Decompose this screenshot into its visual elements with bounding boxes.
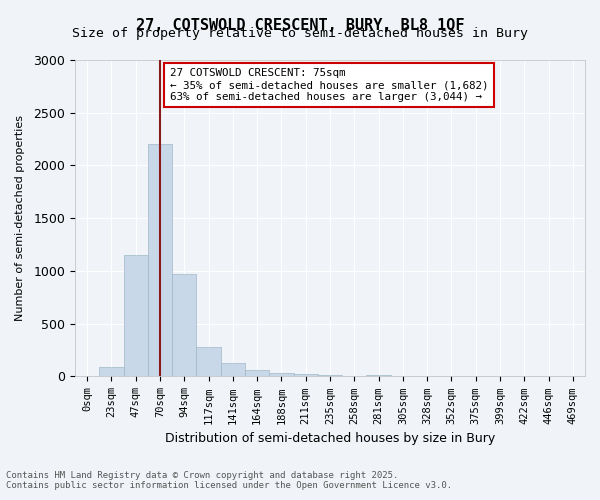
Text: Size of property relative to semi-detached houses in Bury: Size of property relative to semi-detach… <box>72 28 528 40</box>
Bar <box>269 373 293 376</box>
Bar <box>293 374 318 376</box>
Bar <box>99 367 124 376</box>
Bar <box>196 347 221 376</box>
Text: 27, COTSWOLD CRESCENT, BURY, BL8 1QF: 27, COTSWOLD CRESCENT, BURY, BL8 1QF <box>136 18 464 32</box>
Bar <box>221 362 245 376</box>
Bar <box>367 374 391 376</box>
Bar <box>245 370 269 376</box>
Text: Contains HM Land Registry data © Crown copyright and database right 2025.
Contai: Contains HM Land Registry data © Crown c… <box>6 470 452 490</box>
Y-axis label: Number of semi-detached properties: Number of semi-detached properties <box>15 115 25 321</box>
Bar <box>172 274 196 376</box>
Bar <box>148 144 172 376</box>
X-axis label: Distribution of semi-detached houses by size in Bury: Distribution of semi-detached houses by … <box>165 432 495 445</box>
Bar <box>124 255 148 376</box>
Text: 27 COTSWOLD CRESCENT: 75sqm
← 35% of semi-detached houses are smaller (1,682)
63: 27 COTSWOLD CRESCENT: 75sqm ← 35% of sem… <box>170 68 488 102</box>
